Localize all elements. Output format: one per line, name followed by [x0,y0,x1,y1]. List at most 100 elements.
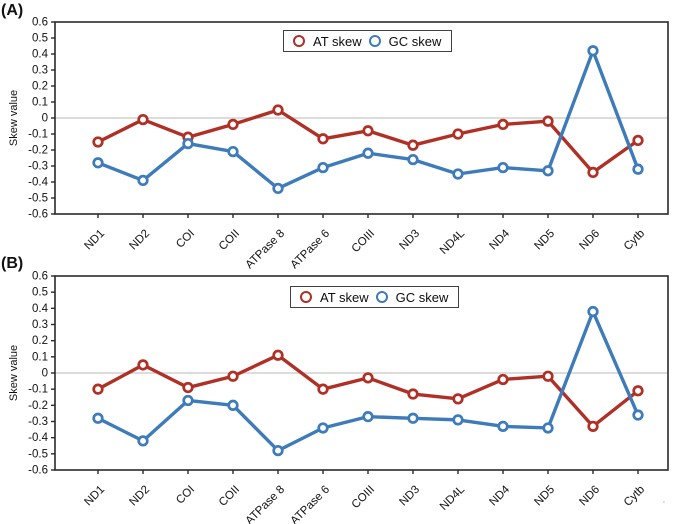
y-tick-label: 0.3 [32,65,48,77]
y-tick-label: 0.3 [32,319,48,331]
y-tick-label: 0.6 [32,17,48,29]
data-point [362,147,374,159]
data-point [452,168,464,180]
y-tick-label: 0.5 [32,33,48,45]
panel-a-plot: 0.6 0.5 0.4 0.3 0.2 0.1 0 -0.1 -0.2 -0.3 -0.4 -0.5 -… [28,17,669,272]
data-point [92,412,104,424]
data-point [587,45,599,57]
data-point [182,381,194,394]
data-point [452,393,464,405]
y-tick-label: 0.1 [32,351,48,363]
panel-b-plot: 0.6 0.5 0.4 0.3 0.2 0.1 0 -0.1 -0.2 -0.3 -0.4 -0.5 -… [28,271,669,524]
x-category-label: COIII [350,228,377,255]
y-tick-label: 0.2 [32,81,48,93]
data-point [587,166,599,179]
data-point [362,372,374,384]
x-category-label: COIII [350,484,377,511]
data-point [137,359,149,371]
y-tick-label: -0.5 [28,193,48,205]
y-tick-label: -0.1 [28,129,48,141]
data-point [272,349,284,361]
y-tick-label: -0.4 [28,432,48,444]
at-skew-marker-icon [300,291,312,303]
y-tick-label: -0.3 [28,416,48,428]
x-category-label: ND1 [82,484,107,509]
data-point [542,422,554,434]
x-category-label: ND1 [82,228,107,253]
x-category-label: ND3 [397,484,422,509]
x-category-label: Cytb [622,484,647,509]
y-tick-label: -0.2 [28,145,48,157]
y-tick-label: -0.6 [28,465,48,477]
x-category-label: ATPase 8 [244,228,288,272]
data-point [542,115,554,127]
data-point [317,422,329,434]
x-category-label: ND5 [532,228,557,253]
data-point [137,174,149,187]
x-category-label: COII [217,484,242,509]
x-category-label: ND4L [438,483,468,513]
legend-label-gc-skew: GC skew [388,34,442,49]
x-category-label: COI [174,228,197,251]
data-point [227,145,239,158]
x-category-label: ATPase 6 [289,484,333,524]
y-tick-label: 0 [42,368,48,380]
data-point [317,383,329,395]
data-point [317,133,329,145]
y-tick-label: 0.4 [32,303,49,315]
x-category-label: COI [174,484,197,507]
y-tick-label: -0.2 [28,400,48,412]
data-point [542,165,554,177]
panel-a-legend: AT skew GC skew [283,30,453,52]
data-point [182,394,194,407]
gc-skew-marker-icon [375,291,388,303]
y-tick-label: 0 [42,113,48,125]
x-category-label: Cytb [622,228,647,253]
data-point [92,136,104,148]
x-category-label: ND3 [397,228,422,253]
legend-label-at-skew: AT skew [320,290,369,305]
data-point [632,163,644,175]
panel-b-legend: AT skew GC skew [290,286,460,308]
data-point [452,414,464,426]
data-point [497,118,509,131]
panel-b-label: (B) [1,255,24,272]
y-tick-label: -0.5 [28,448,48,460]
y-tick-label: 0.6 [32,271,48,283]
data-point [227,399,239,411]
data-point [137,435,149,447]
data-point [632,409,644,421]
x-category-label: COII [217,228,242,253]
data-point [272,444,284,457]
panel-b-y-axis-title: Skew value [8,344,20,402]
data-point [632,134,644,147]
data-point [407,388,419,400]
data-point [587,420,599,433]
x-category-label: ND4 [487,227,512,252]
x-category-label: ATPase 8 [244,484,288,524]
x-category-label: ATPase 6 [289,228,333,272]
y-tick-label: 0.1 [32,97,48,109]
data-point [272,104,284,116]
x-category-label: ND2 [127,484,152,509]
scan-artifact: ' [663,500,665,511]
y-tick-label: 0.4 [32,49,49,61]
gc-skew-marker-icon [368,35,381,47]
data-point [407,139,419,151]
data-point [362,411,374,423]
at-skew-marker-icon [293,35,305,47]
y-tick-label: -0.3 [28,161,48,173]
data-point [632,385,644,397]
data-point [182,137,194,150]
data-point [407,412,419,424]
y-tick-label: -0.4 [28,177,48,189]
x-category-label: ND6 [577,228,602,253]
series-line-gc-skew [96,49,640,191]
data-point [452,128,464,140]
data-point [587,305,599,318]
y-tick-label: 0.2 [32,335,48,347]
panel-a-y-axis-title: Skew value [8,89,20,147]
y-tick-label: -0.1 [28,384,48,396]
